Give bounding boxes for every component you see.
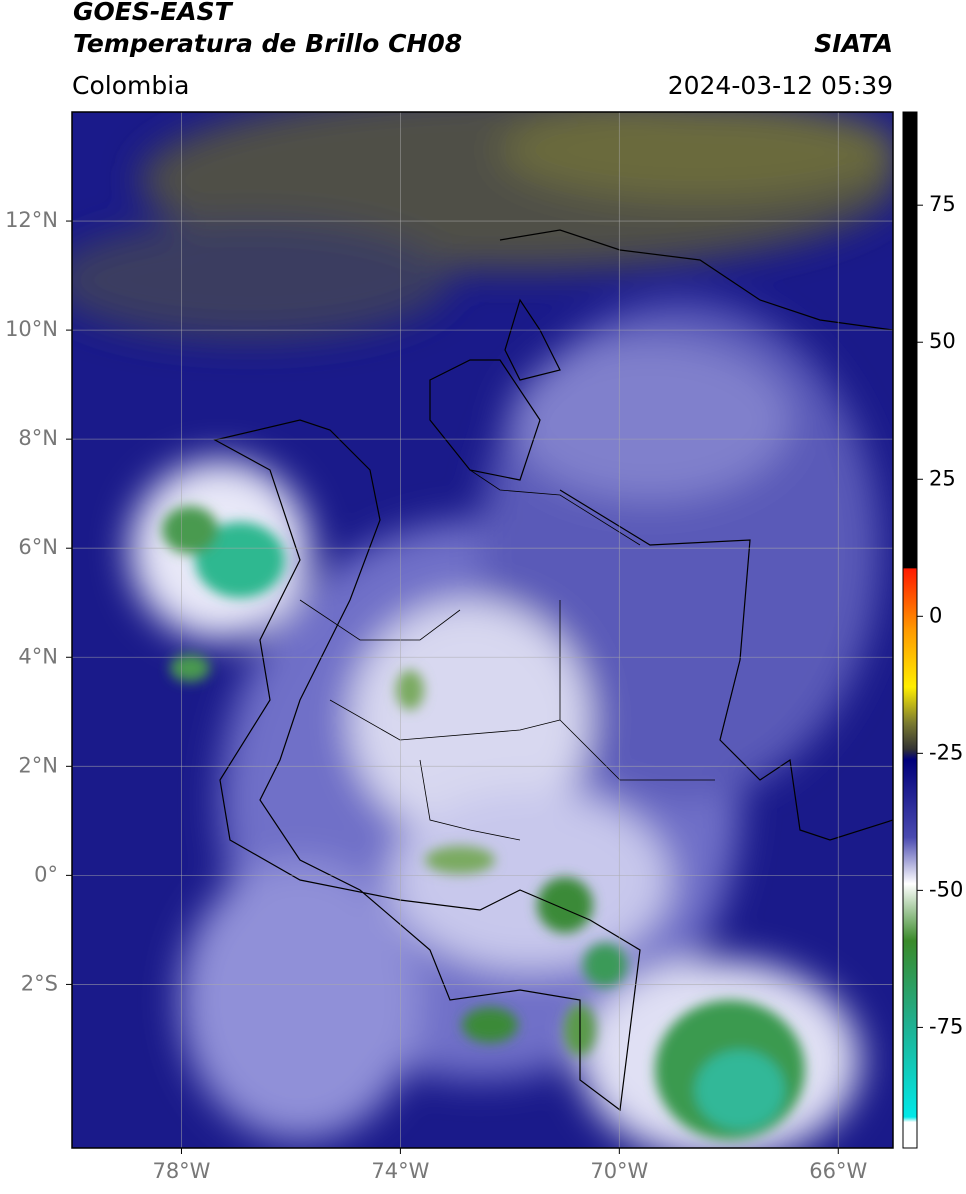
lat-tick-label: 4°N — [18, 644, 58, 668]
region: Colombia — [72, 71, 189, 100]
subtitle: Temperatura de Brillo CH08 — [73, 29, 462, 58]
datetime: 2024-03-12 05:39 — [668, 71, 893, 100]
source: SIATA — [814, 29, 893, 58]
lat-tick-label: 6°N — [18, 535, 58, 559]
lon-tick-label: 74°W — [371, 1159, 429, 1183]
colorbar-tick-label: 0 — [929, 603, 942, 627]
colorbar-tick-label: 50 — [929, 329, 956, 353]
lat-tick-label: 10°N — [5, 317, 58, 341]
colorbar-tick-label: -75 — [929, 1014, 963, 1038]
lat-tick-label: 12°N — [5, 208, 58, 232]
lat-tick-label: 8°N — [18, 426, 58, 450]
title: GOES-EAST — [73, 0, 234, 26]
colorbar-tick-label: 75 — [929, 192, 956, 216]
graticule — [72, 112, 893, 1148]
colorbar-tick-label: -25 — [929, 740, 963, 764]
colorbar-tick-label: 25 — [929, 466, 956, 490]
lon-tick-label: 78°W — [152, 1159, 210, 1183]
lat-tick-label: 2°N — [18, 753, 58, 777]
lon-tick-label: 66°W — [809, 1159, 867, 1183]
satellite-image — [72, 112, 893, 1148]
colorbar — [902, 111, 918, 1149]
lat-tick-label: 0° — [34, 862, 58, 886]
colorbar-tick-label: -50 — [929, 877, 963, 901]
map-frame — [71, 111, 894, 1149]
lon-tick-label: 70°W — [590, 1159, 648, 1183]
lat-tick-label: 2°S — [21, 971, 58, 995]
